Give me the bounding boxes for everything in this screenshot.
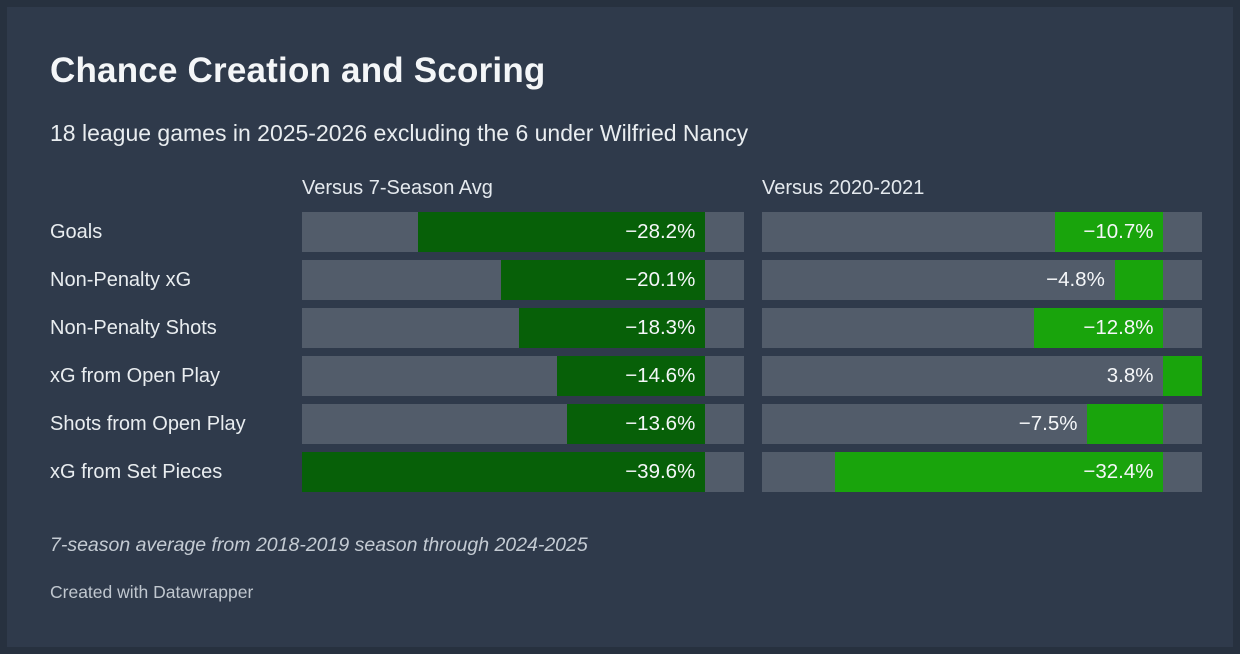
page-title: Chance Creation and Scoring	[50, 51, 546, 90]
bar-track: −12.8%	[762, 308, 1202, 348]
value-bar	[566, 404, 706, 444]
value-bar	[518, 308, 706, 348]
value-bar	[1163, 356, 1202, 396]
value-label: −7.5%	[1018, 412, 1078, 435]
bar-track: −7.5%	[762, 404, 1202, 444]
value-bar	[500, 260, 706, 300]
bar-track: 3.8%	[762, 356, 1202, 396]
value-label: −12.8%	[1083, 316, 1154, 339]
value-label: −32.4%	[1083, 460, 1154, 483]
value-label: −10.7%	[1083, 220, 1154, 243]
bar-track: −20.1%	[302, 260, 744, 300]
value-label: −18.3%	[625, 316, 696, 339]
category-label: Non-Penalty xG	[50, 268, 192, 291]
column-gap	[744, 404, 762, 444]
value-bar	[834, 452, 1164, 492]
table-row: xG from Set Pieces −39.6% −32.4%	[50, 452, 1202, 492]
value-label: −20.1%	[625, 268, 696, 291]
column-gap	[744, 212, 762, 252]
category-label: xG from Open Play	[50, 364, 221, 387]
category-label: Goals	[50, 220, 103, 243]
bar-track: −39.6%	[302, 452, 744, 492]
value-label: −4.8%	[1046, 268, 1105, 291]
header-spacer	[50, 177, 302, 203]
column-gap	[744, 308, 762, 348]
category-label: Shots from Open Play	[50, 412, 246, 435]
value-label: −13.6%	[625, 412, 696, 435]
bar-track: −10.7%	[762, 212, 1202, 252]
value-bar	[1054, 212, 1164, 252]
bar-track: −4.8%	[762, 260, 1202, 300]
column-headers: Versus 7-Season Avg Versus 2020-2021	[50, 177, 1202, 203]
value-label: −39.6%	[625, 460, 696, 483]
bar-track: −28.2%	[302, 212, 744, 252]
value-label: −28.2%	[625, 220, 696, 243]
column-gap	[744, 356, 762, 396]
column-gap	[744, 452, 762, 492]
datawrapper-attribution: Created with Datawrapper	[50, 582, 254, 602]
bar-track: −14.6%	[302, 356, 744, 396]
bar-track: −32.4%	[762, 452, 1202, 492]
value-bar	[1033, 308, 1164, 348]
value-bar	[1087, 404, 1164, 444]
table-row: Goals −28.2% −10.7%	[50, 212, 1202, 252]
column-gap	[744, 260, 762, 300]
bar-track: −18.3%	[302, 308, 744, 348]
chart-subtitle: 18 league games in 2025-2026 excluding t…	[50, 120, 749, 146]
table-row: Shots from Open Play −13.6% −7.5%	[50, 404, 1202, 444]
series-2-header: Versus 2020-2021	[762, 177, 925, 199]
category-label: Non-Penalty Shots	[50, 316, 217, 339]
category-label: xG from Set Pieces	[50, 460, 223, 483]
series-1-header: Versus 7-Season Avg	[302, 177, 493, 199]
table-row: Non-Penalty xG −20.1% −4.8%	[50, 260, 1202, 300]
bar-track: −13.6%	[302, 404, 744, 444]
table-row: xG from Open Play −14.6% 3.8%	[50, 356, 1202, 396]
footnote: 7-season average from 2018-2019 season t…	[50, 534, 588, 556]
value-bar	[302, 452, 706, 492]
value-bar	[418, 212, 706, 252]
value-bar	[1114, 260, 1164, 300]
value-label: −14.6%	[625, 364, 696, 387]
table-row: Non-Penalty Shots −18.3% −12.8%	[50, 308, 1202, 348]
value-label: 3.8%	[1106, 364, 1154, 387]
bar-chart-rows: Goals −28.2% −10.7% Non-Penalty xG −20.1% −4.…	[50, 212, 1202, 500]
value-bar	[556, 356, 706, 396]
